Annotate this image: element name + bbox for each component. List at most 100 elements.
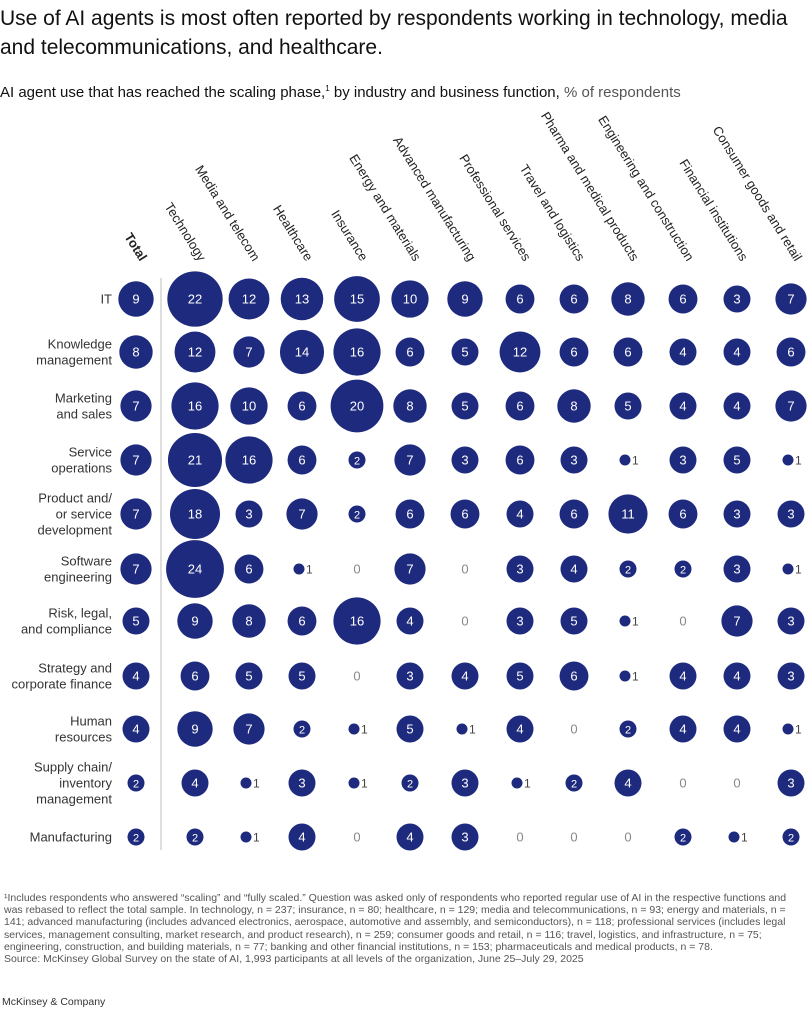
bubble-r0-c7 [505, 284, 535, 314]
cell-value-r2-c7: 6 [516, 399, 523, 414]
cell-value-r8-c5: 5 [406, 722, 413, 737]
cell-value-r9-c2: 1 [253, 777, 260, 791]
bubble-r4-c6 [450, 499, 480, 529]
bubble-r8-c7 [506, 715, 534, 743]
cell-value-r4-c5: 6 [406, 507, 413, 522]
bubble-r7-c10 [669, 662, 697, 690]
cell-value-r5-c11: 3 [733, 562, 740, 577]
cell-value-r2-c12: 7 [787, 399, 794, 414]
cell-value-r10-c0: 2 [133, 833, 139, 845]
row-label-0-line-0: IT [100, 292, 112, 307]
cell-value-r1-c6: 5 [461, 345, 468, 360]
bubble-r7-c0 [122, 662, 150, 690]
cell-value-r4-c11: 3 [733, 507, 740, 522]
bubble-r0-c12 [775, 283, 807, 315]
bubble-r9-c5 [401, 774, 419, 792]
bubble-r0-c3 [280, 277, 324, 321]
bubble-r2-c5 [393, 389, 427, 423]
bubble-r4-c4 [348, 505, 366, 523]
footnote: ¹Includes respondents who answered “scal… [4, 892, 804, 965]
cell-value-r6-c4: 16 [350, 614, 364, 629]
bubble-r5-c3 [293, 563, 305, 575]
cell-value-r2-c10: 4 [679, 399, 686, 414]
row-label-3-line-0: Service [69, 445, 112, 460]
bubble-r8-c6 [456, 723, 468, 735]
bubble-r8-c1 [177, 711, 213, 747]
cell-value-r3-c5: 7 [406, 453, 413, 468]
cell-value-r8-c4: 1 [361, 723, 368, 737]
cell-value-r8-c2: 7 [245, 722, 252, 737]
column-header-3: Healthcare [270, 202, 316, 263]
cell-value-r9-c0: 2 [133, 779, 139, 791]
cell-value-r9-c1: 4 [191, 776, 198, 791]
cell-value-r4-c8: 6 [570, 507, 577, 522]
row-label-4-line-0: Product and/ [38, 491, 112, 506]
cell-value-r3-c10: 3 [679, 453, 686, 468]
cell-value-r8-c3: 2 [299, 725, 305, 737]
cell-value-r9-c10: 0 [679, 776, 686, 791]
cell-value-r6-c11: 7 [733, 614, 740, 629]
bubble-r3-c8 [560, 446, 588, 474]
cell-value-r10-c10: 2 [680, 833, 686, 845]
cell-value-r4-c0: 7 [132, 507, 139, 522]
bubble-r7-c11 [723, 662, 751, 690]
bubble-r10-c11 [728, 831, 740, 843]
bubble-r8-c3 [293, 720, 311, 738]
column-header-10: Engineering and construction [595, 113, 697, 264]
cell-value-r7-c11: 4 [733, 669, 740, 684]
cell-value-r5-c5: 7 [406, 562, 413, 577]
cell-value-r0-c5: 10 [403, 292, 417, 307]
cell-value-r4-c2: 3 [245, 507, 252, 522]
cell-value-r4-c4: 2 [354, 510, 360, 522]
cell-value-r1-c9: 6 [624, 345, 631, 360]
cell-value-r10-c5: 4 [406, 830, 413, 845]
bubble-r10-c0 [127, 828, 145, 846]
cell-value-r9-c12: 3 [787, 776, 794, 791]
cell-value-r5-c2: 6 [245, 562, 252, 577]
cell-value-r8-c9: 2 [625, 725, 631, 737]
bubble-r6-c8 [560, 607, 588, 635]
bubble-r0-c6 [447, 281, 483, 317]
cell-value-r4-c3: 7 [298, 507, 305, 522]
cell-value-r7-c12: 3 [787, 669, 794, 684]
bubble-r1-c3 [279, 329, 325, 375]
bubble-r6-c11 [721, 605, 753, 637]
cell-value-r4-c6: 6 [461, 507, 468, 522]
cell-value-r5-c1: 24 [188, 562, 202, 577]
bubble-r2-c2 [230, 387, 268, 425]
bubble-r7-c9 [619, 670, 631, 682]
bubble-r3-c6 [451, 446, 479, 474]
cell-value-r7-c7: 5 [516, 669, 523, 684]
bubble-r6-c1 [177, 603, 213, 639]
cell-value-r1-c1: 12 [188, 345, 202, 360]
cell-value-r4-c7: 4 [516, 507, 523, 522]
cell-value-r0-c3: 13 [295, 292, 309, 307]
bubble-r9-c2 [240, 777, 252, 789]
cell-value-r2-c6: 5 [461, 399, 468, 414]
cell-value-r1-c0: 8 [132, 345, 139, 360]
cell-value-r6-c9: 1 [632, 615, 639, 629]
cell-value-r1-c11: 4 [733, 345, 740, 360]
cell-value-r6-c12: 3 [787, 614, 794, 629]
cell-value-r3-c3: 6 [298, 453, 305, 468]
bubble-r10-c12 [782, 828, 800, 846]
cell-value-r7-c6: 4 [461, 669, 468, 684]
bubble-r8-c4 [348, 723, 360, 735]
bubble-r1-c8 [559, 337, 589, 367]
bubble-r0-c11 [723, 285, 751, 313]
cell-value-r5-c3: 1 [306, 563, 313, 577]
bubble-r2-c7 [505, 391, 535, 421]
bubble-r8-c2 [233, 713, 265, 745]
cell-value-r10-c7: 0 [516, 830, 523, 845]
row-label-5-line-1: engineering [44, 570, 112, 585]
bubble-r9-c9 [614, 769, 642, 797]
cell-value-r7-c8: 6 [570, 669, 577, 684]
cell-value-r2-c5: 8 [406, 399, 413, 414]
bubble-r2-c1 [171, 382, 219, 430]
bubble-r5-c5 [394, 553, 426, 585]
cell-value-r10-c4: 0 [353, 830, 360, 845]
bubble-r5-c10 [674, 560, 692, 578]
bubble-r0-c0 [118, 281, 154, 317]
bubble-r8-c0 [122, 715, 150, 743]
cell-value-r8-c1: 9 [191, 722, 198, 737]
